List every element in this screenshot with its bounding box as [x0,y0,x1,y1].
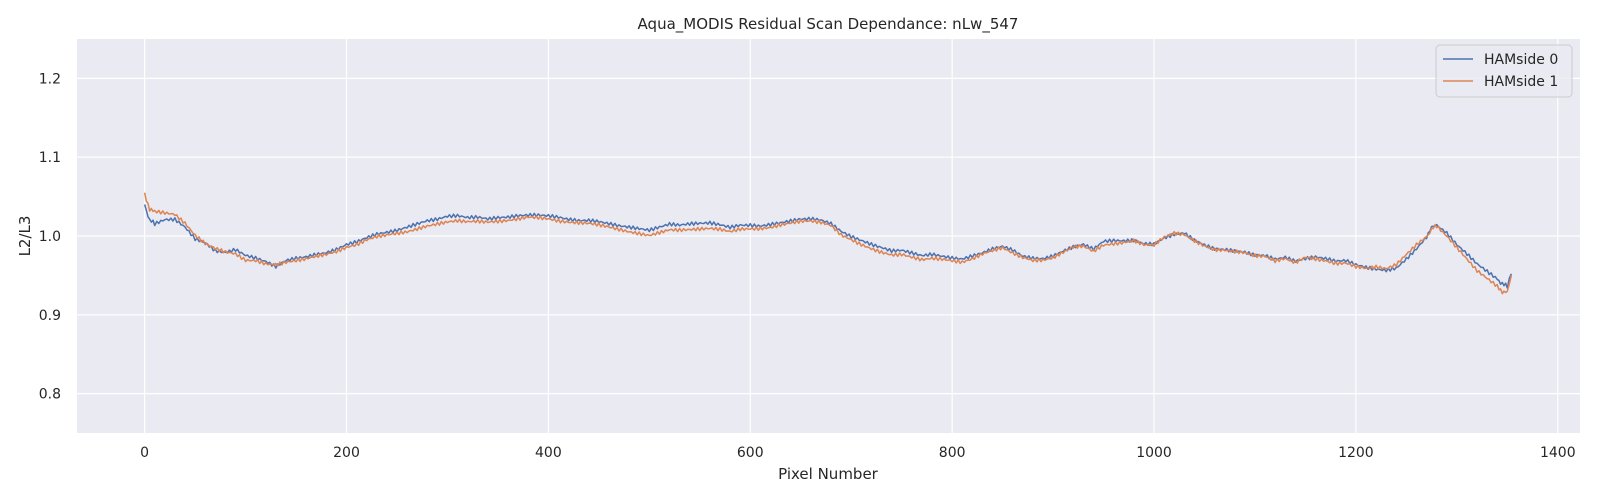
chart-title: Aqua_MODIS Residual Scan Dependance: nLw… [638,15,1019,34]
legend-label-hamside-0: HAMside 0 [1484,52,1558,68]
x-tick-label: 800 [939,445,966,461]
legend: HAMside 0 HAMside 1 [1435,44,1573,98]
y-tick-label: 1.0 [39,229,61,245]
x-axis-label: Pixel Number [778,465,879,483]
tick-labels: 0 200 400 600 800 1000 1200 1400 0.8 0.9 1.0 1.1 1.2 [39,71,1576,461]
legend-box [1435,44,1573,98]
x-tick-label: 400 [535,445,562,461]
legend-label-hamside-1: HAMside 1 [1484,74,1558,90]
y-tick-label: 0.8 [39,387,61,403]
x-tick-label: 200 [333,445,360,461]
y-tick-label: 1.2 [39,71,61,87]
y-tick-label: 1.1 [39,150,61,166]
y-axis-label: L2/L3 [16,216,34,257]
series-line-hamside-1 [143,192,1513,295]
x-tick-label: 1400 [1540,445,1576,461]
series-layer [143,192,1513,295]
y-tick-label: 0.9 [39,308,61,324]
x-tick-label: 0 [140,445,149,461]
x-tick-label: 600 [737,445,764,461]
x-tick-label: 1200 [1338,445,1374,461]
grid-lines [77,39,1580,433]
x-tick-label: 1000 [1136,445,1172,461]
